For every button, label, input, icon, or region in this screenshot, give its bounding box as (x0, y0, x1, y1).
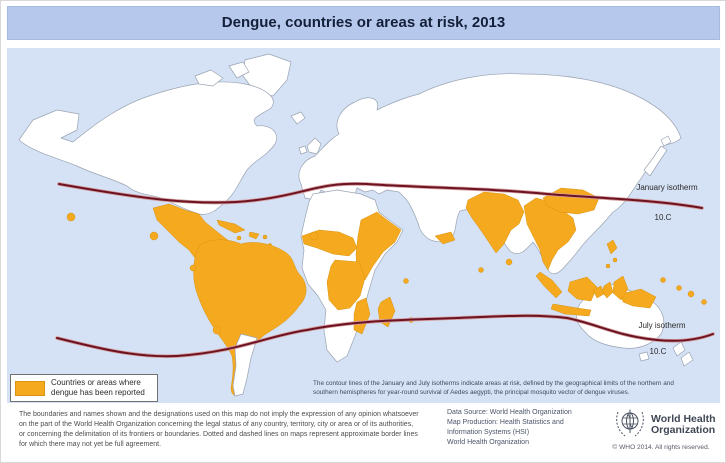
isotherm-note-line1: The contour lines of the January and Jul… (313, 380, 674, 387)
risk-sumatra (535, 271, 563, 299)
isotherm-lines-layer (55, 181, 715, 359)
data-source-line: World Health Organization (447, 439, 529, 446)
boundary-disclaimer: The boundaries and names shown and the d… (19, 410, 439, 450)
risk-philippines (606, 239, 618, 255)
data-source-line: Map Production: Health Statistics and (447, 419, 564, 426)
title-bar: Dengue, countries or areas at risk, 2013 (7, 6, 720, 40)
risk-arabia-southwest (434, 231, 456, 245)
risk-top-end (592, 285, 605, 299)
disclaimer-line: on the part of the World Health Organiza… (19, 421, 414, 428)
who-name-line2: Organization (651, 423, 716, 436)
risk-island-dot (149, 231, 159, 241)
risk-mozambique (353, 297, 371, 335)
risk-hispaniola (248, 231, 260, 240)
risk-cuba (216, 219, 246, 234)
january-isotherm-temp: 10.C (655, 213, 672, 222)
risk-new-guinea (620, 288, 657, 309)
disclaimer-line: or concerning the delimitation of its fr… (19, 431, 418, 438)
who-name-line1: World Health (651, 412, 716, 425)
january-isotherm-label: January isotherm (636, 183, 698, 192)
island-hokkaido (660, 135, 672, 147)
world-map: January isotherm 10.C July isotherm 10.C… (7, 48, 720, 403)
disclaimer-line: The boundaries and names shown and the d… (19, 411, 419, 418)
who-emblem-icon (613, 405, 647, 444)
risk-sri-lanka (505, 258, 513, 266)
isotherm-labels-layer: January isotherm 10.C July isotherm 10.C (636, 183, 698, 356)
july-isotherm-line (56, 314, 714, 358)
risk-india (465, 191, 525, 254)
risk-island-dot (660, 277, 666, 283)
island-ireland (298, 145, 308, 155)
risk-cape-york (612, 275, 629, 301)
risk-java (550, 303, 592, 317)
disclaimer-line: for which there may not yet be full agre… (19, 441, 162, 448)
legend-label-line2: dengue has been reported (51, 388, 145, 397)
risk-east-africa (355, 211, 402, 281)
map-legend: Countries or areas where dengue has been… (10, 374, 158, 402)
risk-island-dot (676, 285, 682, 291)
risk-island-dot (478, 267, 484, 273)
arctic-islands (194, 69, 224, 87)
isotherm-note: The contour lines of the January and Jul… (313, 380, 715, 397)
island-new-zealand (680, 351, 694, 367)
copyright-notice: © WHO 2014. All rights reserved. (612, 444, 710, 451)
risk-island-dot (212, 325, 222, 335)
who-logo-block: World Health Organization (613, 405, 721, 444)
island-iceland (290, 111, 306, 125)
island-great-britain (306, 137, 322, 155)
risk-island-dot (236, 235, 242, 241)
risk-island-dot (612, 257, 618, 263)
island-japan (643, 145, 668, 177)
arctic-islands (228, 61, 250, 79)
july-isotherm-label: July isotherm (638, 321, 685, 330)
continent-eurasia (298, 73, 682, 275)
data-source-block: Data Source: World Health Organization M… (447, 408, 607, 448)
risk-island-dot (66, 212, 76, 222)
risk-island-dot (687, 290, 695, 298)
isotherm-note-line2: southern hemispheres for year-round surv… (313, 388, 630, 396)
island-new-zealand (672, 341, 686, 357)
risk-island-dot (189, 264, 197, 272)
risk-borneo (567, 276, 598, 302)
continent-greenland (242, 53, 292, 97)
risk-south-america (193, 239, 307, 396)
risk-central-africa (326, 259, 366, 311)
continent-north-america (18, 81, 277, 215)
island-tasmania (638, 351, 650, 362)
risk-island-dot (262, 234, 268, 240)
legend-label-line1: Countries or areas where (51, 378, 141, 387)
data-source-line: Information Systems (HSI) (447, 429, 530, 436)
july-isotherm-temp: 10.C (650, 347, 667, 356)
january-isotherm-line (58, 182, 703, 209)
data-source-line: Data Source: World Health Organization (447, 409, 572, 416)
world-map-svg: January isotherm 10.C July isotherm 10.C (18, 53, 715, 397)
legend-swatch-risk-color (15, 380, 45, 396)
risk-island-dot (605, 263, 611, 269)
risk-island-dot (309, 231, 319, 241)
region-southern-cone (232, 333, 258, 397)
risk-island-dot (403, 278, 409, 284)
risk-island-dot (701, 299, 707, 305)
page-title: Dengue, countries or areas at risk, 2013 (221, 14, 506, 31)
